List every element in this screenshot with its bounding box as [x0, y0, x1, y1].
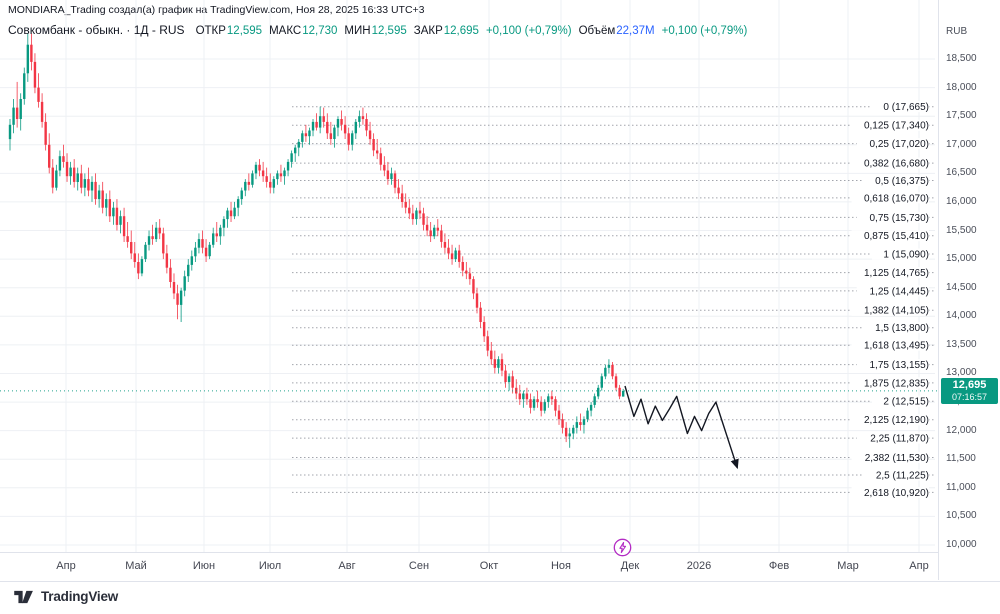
- time-tick-label: Сен: [408, 560, 430, 572]
- volume-label: Объём: [578, 25, 616, 37]
- projection-arrow[interactable]: [624, 385, 739, 470]
- time-tick-label: Апр: [56, 560, 76, 572]
- fib-level-label: 0,618 (16,070): [864, 193, 929, 204]
- time-tick-label: Фев: [768, 560, 790, 572]
- fib-level-label: 0,125 (17,340): [864, 121, 929, 132]
- time-axis[interactable]: Апр Май Июн Июл Авг Сен Окт Ноя Дек 2026 Фев Мар Апр: [0, 552, 1000, 582]
- fib-level-label: 1,875 (12,835): [864, 378, 929, 389]
- price-tick-label: 13,000: [946, 367, 977, 379]
- price-tick-label: 10,500: [946, 510, 977, 522]
- fib-level-label: 0,875 (15,410): [864, 231, 929, 242]
- price-tick-label: 17,500: [946, 110, 977, 122]
- time-tick-label: Ноя: [550, 560, 572, 572]
- tradingview-logo-icon: [14, 590, 33, 603]
- candlestick-plot[interactable]: 0 (17,665) 0,125 (17,340) 0,25 (17,020) 0,3…: [0, 0, 938, 580]
- fib-level-label: 0,382 (16,680): [864, 159, 929, 170]
- last-price-badge: 12,695 07:16:57: [941, 377, 998, 404]
- price-tick-label: 14,000: [946, 310, 977, 322]
- ohlc-fields: ОТКР12,595 МАКС12,730 МИН12,595 ЗАКР12,695: [189, 25, 479, 37]
- fib-level-label: 2,25 (11,870): [870, 434, 929, 445]
- fib-retracement[interactable]: 0 (17,665) 0,125 (17,340) 0,25 (17,020) 0,3…: [292, 101, 935, 499]
- tradingview-logo-text: TradingView: [41, 589, 119, 604]
- price-tick-label: 12,000: [946, 424, 977, 436]
- fib-level-label: 0,25 (17,020): [870, 139, 930, 150]
- time-tick-label: Авг: [338, 560, 356, 572]
- time-tick-label: Дек: [620, 560, 640, 572]
- attribution-line: MONDIARA_Trading создал(а) график на Tra…: [8, 4, 425, 16]
- time-tick-label: Май: [125, 560, 147, 572]
- price-tick-label: 15,000: [946, 253, 977, 265]
- fib-level-label: 2,5 (11,225): [876, 470, 929, 481]
- fib-level-label: 0,75 (15,730): [870, 213, 930, 224]
- fib-level-label: 1,25 (14,445): [870, 286, 930, 297]
- price-tick-label: 16,500: [946, 167, 977, 179]
- volume-change: +0,100 (+0,79%): [661, 25, 748, 37]
- fib-level-label: 1 (15,090): [883, 249, 929, 260]
- time-tick-label: Апр: [909, 560, 929, 572]
- time-tick-label: 2026: [686, 560, 712, 572]
- ohlc-field-value: 12,730: [302, 25, 338, 37]
- vertical-gridlines: [65, 0, 920, 552]
- price-tick-label: 18,500: [946, 53, 977, 64]
- fib-level-label: 2,125 (12,190): [864, 415, 929, 426]
- time-tick-label: Июн: [192, 560, 216, 572]
- price-tick-label: 16,000: [946, 195, 977, 207]
- ohlc-field-label: ЗАКР: [413, 25, 443, 37]
- fib-level-label: 2 (12,515): [883, 397, 929, 408]
- symbol-title[interactable]: Совкомбанк - обыкн. · 1Д - RUS: [8, 23, 185, 37]
- fib-level-label: 0 (17,665): [883, 102, 929, 113]
- fib-level-label: 1,5 (13,800): [875, 323, 929, 334]
- time-tick-label: Окт: [479, 560, 499, 572]
- price-tick-label: 18,000: [946, 81, 977, 93]
- time-tick-label: Июл: [258, 560, 282, 572]
- volume-value: 22,37M: [616, 25, 655, 37]
- footer-bar: TradingView: [0, 580, 1000, 614]
- fib-level-label: 0,5 (16,375): [875, 176, 929, 187]
- fib-level-label: 1,125 (14,765): [864, 268, 929, 279]
- fib-level-label: 2,618 (10,920): [864, 488, 929, 499]
- horizontal-gridlines: [0, 58, 935, 546]
- candles: [8, 33, 625, 448]
- price-tick-label: 14,500: [946, 281, 977, 293]
- change-value: +0,100 (+0,79%): [485, 25, 572, 37]
- fib-level-label: 2,382 (11,530): [865, 453, 929, 464]
- price-tick-label: 11,500: [946, 453, 976, 465]
- ohlc-field-label: МАКС: [269, 25, 302, 37]
- price-tick-label: 15,500: [946, 224, 977, 236]
- ohlc-field-label: МИН: [344, 25, 371, 37]
- symbol-legend[interactable]: Совкомбанк - обыкн. · 1Д - RUS ОТКР12,59…: [8, 23, 747, 37]
- tradingview-logo[interactable]: TradingView: [14, 589, 118, 604]
- last-price-value: 12,695: [952, 378, 987, 391]
- price-axis[interactable]: RUB 18,500 18,000 17,500 17,000 16,500 16,000…: [938, 0, 1000, 580]
- fib-level-label: 1,618 (13,495): [864, 341, 929, 352]
- ohlc-field-label: ОТКР: [195, 25, 226, 37]
- currency-label: RUB: [946, 26, 968, 37]
- time-tick-label: Мар: [837, 560, 859, 572]
- earnings-lightning-icon[interactable]: [613, 538, 632, 557]
- price-tick-label: 17,000: [946, 138, 977, 150]
- fib-level-label: 1,382 (14,105): [864, 306, 929, 317]
- price-tick-label: 10,000: [946, 539, 977, 550]
- price-tick-label: 11,000: [946, 481, 976, 493]
- ohlc-field-value: 12,695: [443, 25, 479, 37]
- ohlc-field-value: 12,595: [371, 25, 407, 37]
- fib-level-label: 1,75 (13,155): [870, 360, 930, 371]
- price-tick-label: 13,500: [946, 338, 977, 350]
- bar-countdown: 07:16:57: [951, 391, 988, 402]
- ohlc-field-value: 12,595: [226, 25, 263, 37]
